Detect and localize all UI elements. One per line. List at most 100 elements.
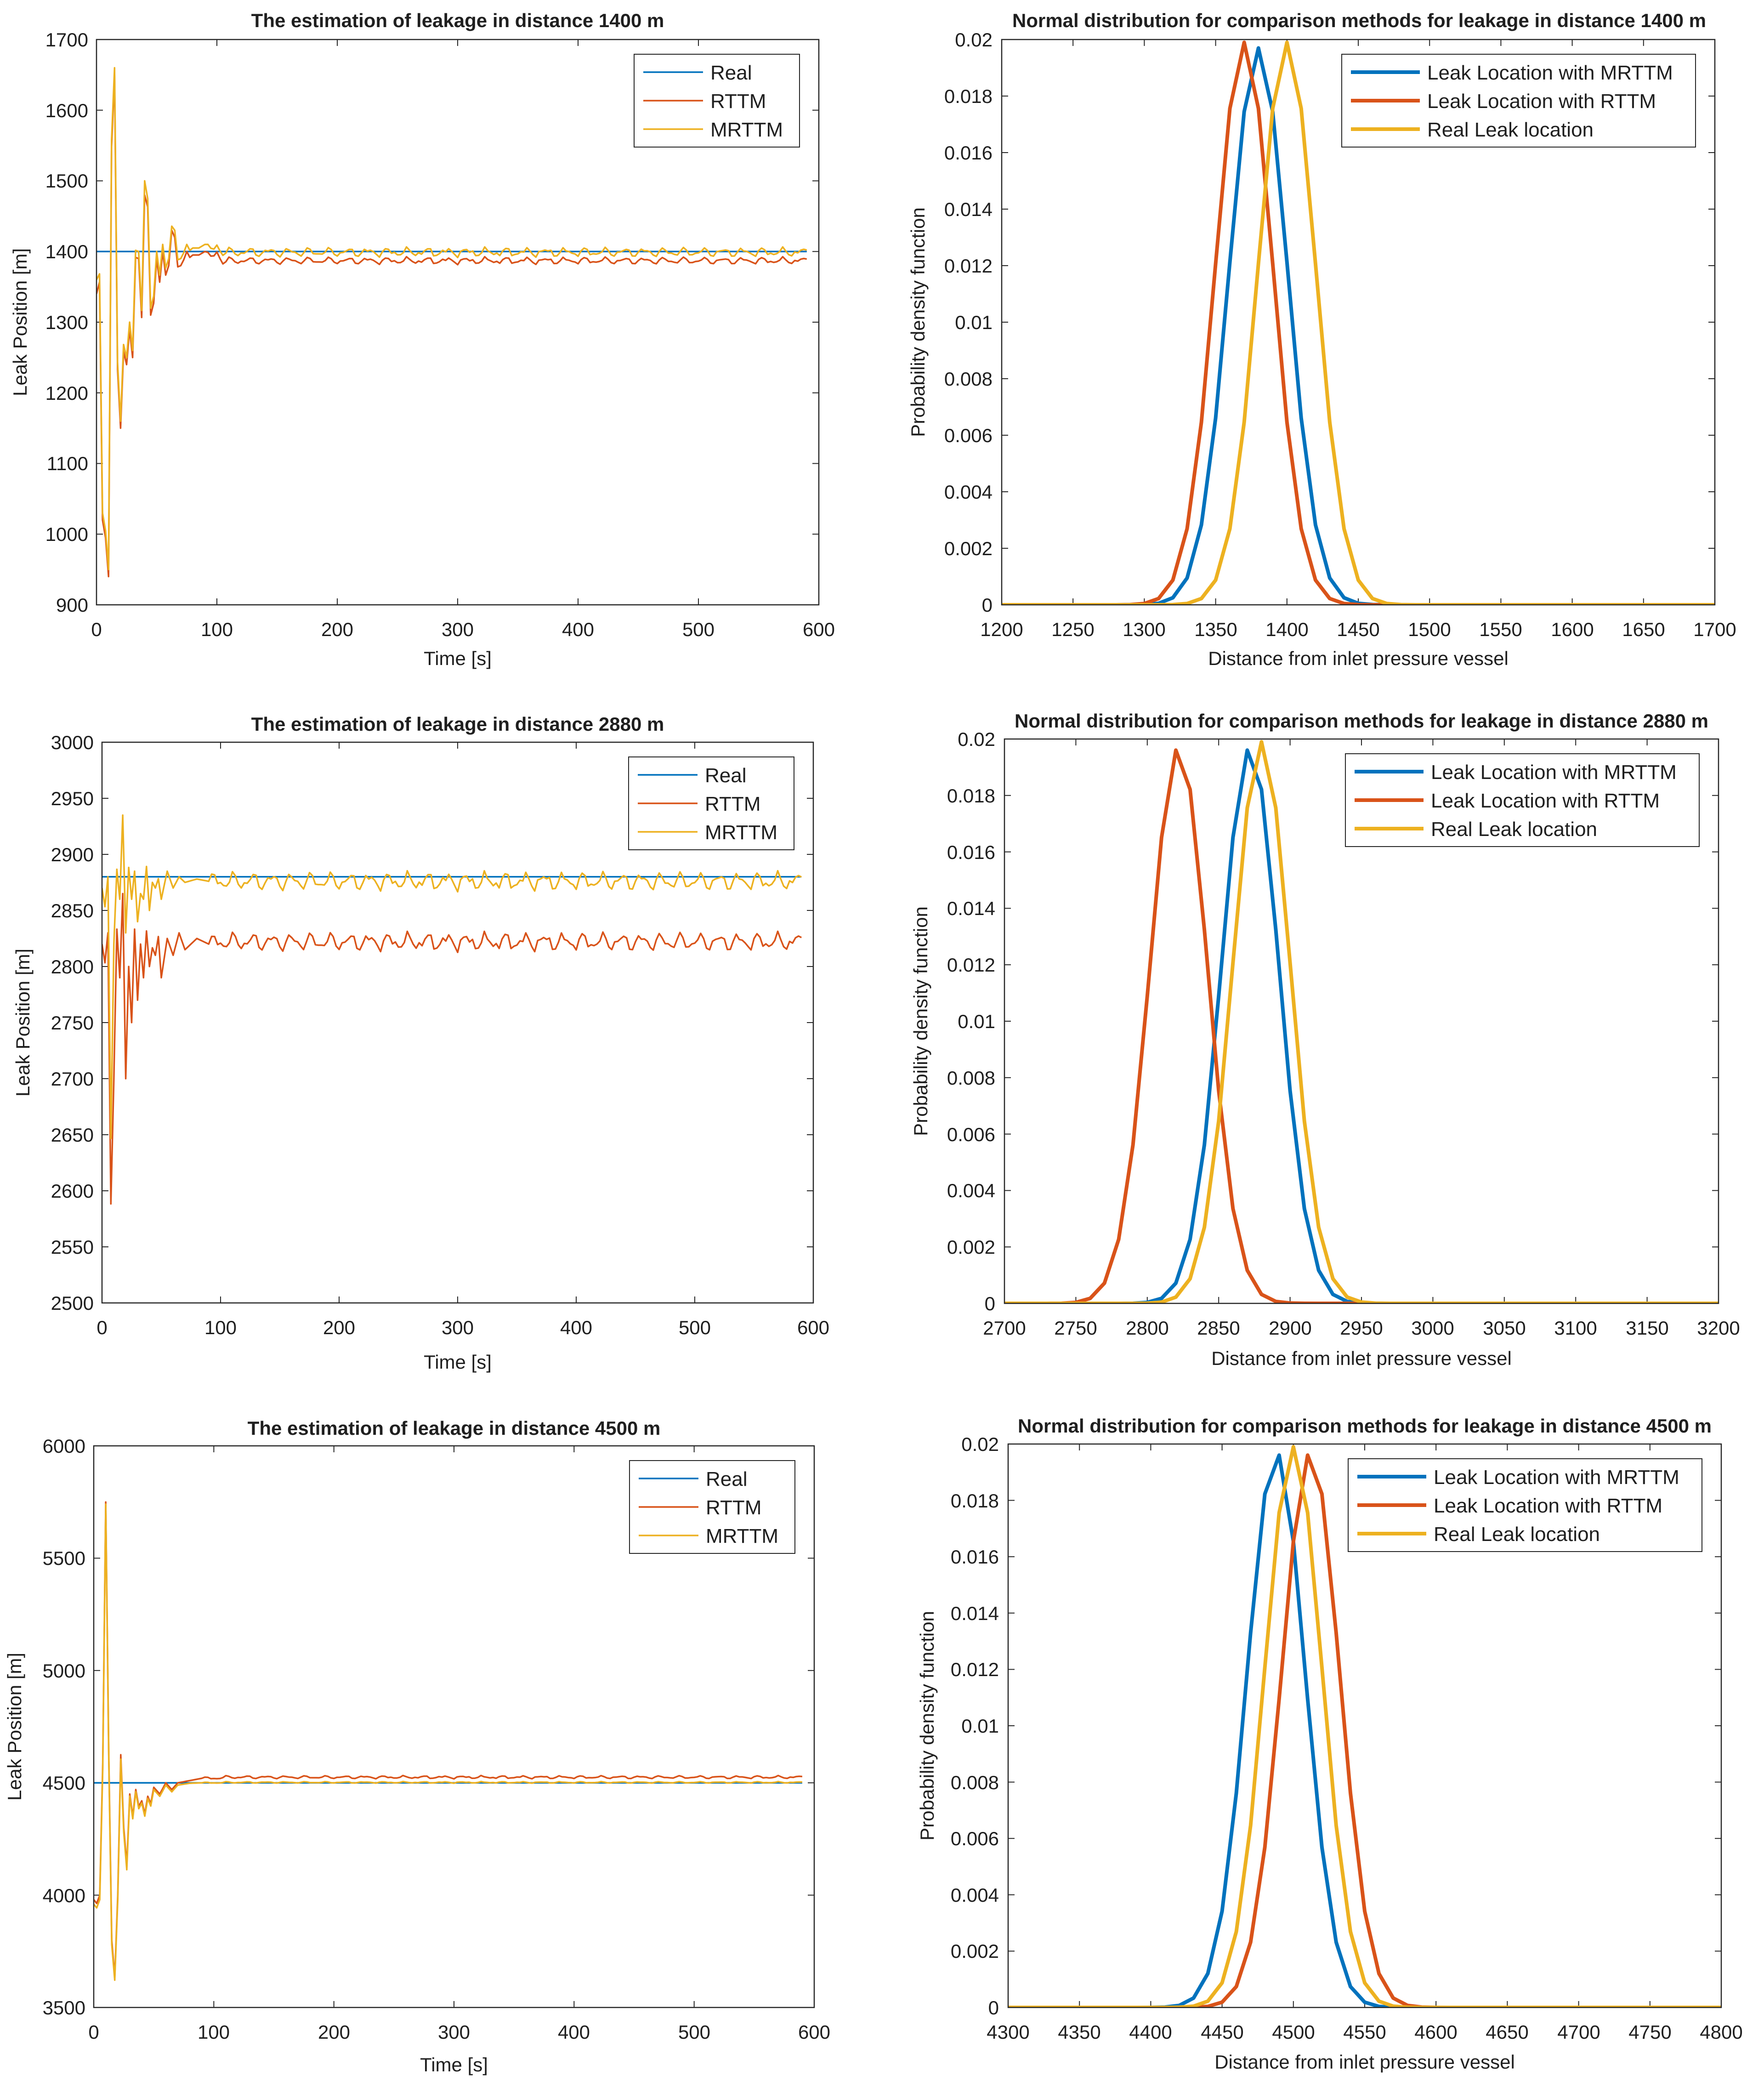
chart-title: Normal distribution for comparison metho… <box>1018 1415 1712 1437</box>
series-line-3 <box>1004 740 1719 1303</box>
y-tick-label: 0.014 <box>951 1603 999 1624</box>
x-axis-label: Time [s] <box>424 648 492 669</box>
x-tick-label: 500 <box>679 1317 711 1338</box>
y-tick-label: 2650 <box>51 1124 94 1146</box>
x-axis-label: Distance from inlet pressure vessel <box>1208 648 1509 669</box>
y-tick-label: 1600 <box>45 100 88 121</box>
x-tick-label: 1500 <box>1408 619 1451 640</box>
x-tick-label: 600 <box>803 619 835 640</box>
y-tick-label: 2750 <box>51 1012 94 1034</box>
x-tick-label: 3150 <box>1626 1317 1668 1339</box>
series-group <box>102 814 802 1205</box>
x-tick-label: 3200 <box>1697 1317 1740 1339</box>
y-tick-label: 0.016 <box>944 142 993 164</box>
y-tick-label: 4500 <box>43 1772 85 1794</box>
y-tick-label: 0.002 <box>951 1940 999 1962</box>
legend-label: RTTM <box>705 793 760 815</box>
y-tick-label: 0.012 <box>951 1659 999 1680</box>
y-tick-label: 0.008 <box>951 1772 999 1793</box>
x-tick-label: 4600 <box>1414 2021 1457 2043</box>
y-tick-label: 6000 <box>43 1435 85 1457</box>
x-axis-label: Time [s] <box>420 2054 488 2075</box>
x-tick-label: 4500 <box>1272 2021 1315 2043</box>
x-tick-label: 4750 <box>1628 2021 1671 2043</box>
x-tick-label: 1200 <box>980 619 1023 640</box>
y-tick-label: 0.01 <box>961 1715 999 1737</box>
y-tick-label: 0.012 <box>944 255 993 277</box>
x-tick-label: 2950 <box>1340 1317 1383 1339</box>
legend-label: Real <box>705 764 747 787</box>
y-tick-label: 1100 <box>47 453 88 474</box>
series-line-3 <box>94 1503 802 1981</box>
y-tick-label: 0.02 <box>958 728 995 750</box>
legend-label: RTTM <box>710 90 766 113</box>
y-tick-label: 1500 <box>45 170 88 192</box>
x-tick-label: 4700 <box>1557 2021 1600 2043</box>
panel-pdf-2880: Normal distribution for comparison metho… <box>910 710 1740 1369</box>
x-tick-label: 0 <box>88 2021 99 2043</box>
panel-ts-4500: The estimation of leakage in distance 45… <box>4 1417 830 2075</box>
x-tick-label: 4300 <box>987 2021 1029 2043</box>
series-line-2 <box>96 74 807 578</box>
series-line-3 <box>1002 40 1715 605</box>
y-tick-label: 5000 <box>43 1660 85 1682</box>
y-tick-label: 5500 <box>43 1547 85 1569</box>
y-tick-label: 2800 <box>51 956 94 978</box>
y-tick-label: 3000 <box>51 732 94 753</box>
chart-title: The estimation of leakage in distance 28… <box>251 713 664 735</box>
panel-ts-2880: The estimation of leakage in distance 28… <box>12 713 829 1373</box>
x-tick-label: 500 <box>678 2021 710 2043</box>
y-tick-label: 0.018 <box>951 1490 999 1512</box>
chart-title: Normal distribution for comparison metho… <box>1015 710 1708 732</box>
x-tick-label: 200 <box>323 1317 355 1338</box>
y-axis-label: Leak Position [m] <box>4 1653 25 1801</box>
chart-title: Normal distribution for comparison metho… <box>1012 10 1706 31</box>
y-tick-label: 0.016 <box>951 1546 999 1568</box>
x-tick-label: 0 <box>91 619 102 640</box>
y-tick-label: 0 <box>985 1293 995 1314</box>
x-tick-label: 3050 <box>1483 1317 1526 1339</box>
x-tick-label: 400 <box>562 619 594 640</box>
y-tick-label: 1000 <box>45 523 88 545</box>
axes-box <box>93 1445 815 2008</box>
x-tick-label: 1600 <box>1551 619 1594 640</box>
legend-label: Leak Location with RTTM <box>1431 790 1660 812</box>
y-axis-label: Probability density function <box>916 1611 938 1841</box>
y-tick-label: 2850 <box>51 900 94 921</box>
series-line-2 <box>94 1501 803 1979</box>
y-tick-label: 3500 <box>43 1997 85 2018</box>
x-tick-label: 4350 <box>1058 2021 1100 2043</box>
x-tick-label: 2900 <box>1269 1317 1311 1339</box>
y-tick-label: 2950 <box>51 788 94 809</box>
series-line-1 <box>1008 1453 1721 2007</box>
legend-label: RTTM <box>706 1496 761 1519</box>
x-tick-label: 2750 <box>1054 1317 1097 1339</box>
legend: Leak Location with MRTTM Leak Location wi… <box>1345 753 1700 847</box>
x-tick-label: 4400 <box>1129 2021 1172 2043</box>
y-tick-label: 0.012 <box>947 954 995 976</box>
legend: Real RTTM MRTTM <box>628 756 794 850</box>
y-tick-label: 0.014 <box>947 898 995 919</box>
x-tick-label: 100 <box>198 2021 230 2043</box>
y-tick-label: 0.008 <box>947 1067 995 1089</box>
y-tick-label: 2700 <box>51 1068 94 1090</box>
x-tick-label: 1650 <box>1622 619 1665 640</box>
y-axis-label: Probability density function <box>910 906 931 1136</box>
y-tick-label: 0.004 <box>951 1884 999 1906</box>
legend: Real RTTM MRTTM <box>629 1460 795 1554</box>
x-tick-label: 300 <box>442 1317 474 1338</box>
x-tick-label: 300 <box>442 619 474 640</box>
x-tick-label: 2800 <box>1126 1317 1168 1339</box>
x-axis-label: Distance from inlet pressure vessel <box>1214 2051 1515 2073</box>
axes-box <box>101 741 814 1304</box>
x-tick-label: 600 <box>798 2021 830 2043</box>
panel-ts-1400: The estimation of leakage in distance 14… <box>9 10 835 669</box>
legend-label: Leak Location with RTTM <box>1434 1495 1662 1517</box>
series-line-3 <box>1008 1445 1721 2007</box>
y-tick-label: 0.018 <box>947 785 995 807</box>
legend-label: MRTTM <box>705 821 777 844</box>
x-tick-label: 200 <box>321 619 353 640</box>
legend-label: MRTTM <box>706 1525 778 1547</box>
y-tick-label: 0.02 <box>955 29 993 51</box>
y-axis-label: Leak Position [m] <box>9 248 31 396</box>
